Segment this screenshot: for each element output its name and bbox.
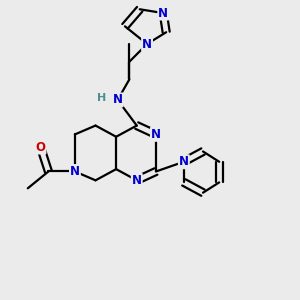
Text: O: O	[35, 141, 46, 154]
Text: N: N	[70, 165, 80, 178]
Text: N: N	[132, 174, 142, 187]
Text: N: N	[179, 155, 189, 168]
Text: N: N	[142, 38, 152, 50]
Text: N: N	[151, 128, 161, 141]
Text: N: N	[158, 7, 168, 20]
Text: N: N	[112, 93, 123, 106]
Text: H: H	[97, 93, 106, 103]
